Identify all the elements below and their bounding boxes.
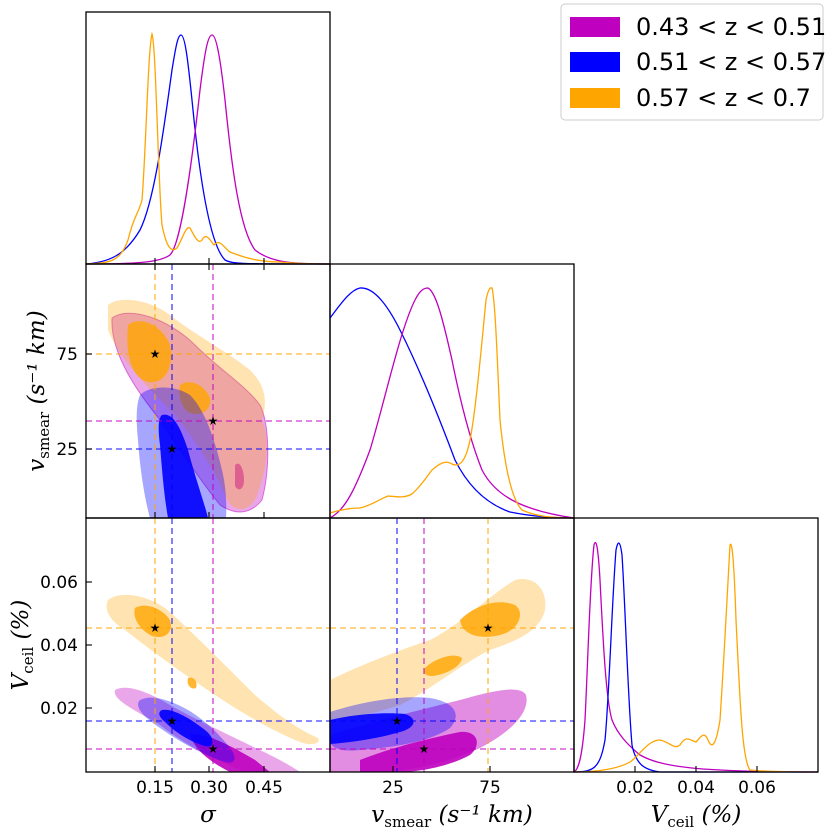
series-magenta-marginal-vceil [573,541,819,773]
legend-swatch-blue [570,52,620,72]
contour-blue-inner-vs [158,414,208,518]
ylabel-vceil-main: V [8,671,34,690]
bestfit-stars-vcs: ★ ★ ★ [150,621,219,756]
series-blue-marginal-sigma [85,34,331,265]
panel-vsmear-vs-sigma: ★ ★ ★ 75 25 [56,263,331,519]
xlabel-vceil-unit: (%) [694,802,741,828]
xlabel-vsmear-sub: smear [384,813,432,831]
panel-vceil-vs-vsmear: ★ ★ ★ 25 75 [329,517,575,798]
legend-label-blue: 0.51 < z < 0.57 [636,48,826,76]
legend-swatch-magenta [570,17,620,37]
series-magenta-marginal-vsmear [329,287,575,519]
star-magenta-vcv: ★ [419,742,430,756]
ytick-vceil-002: 0.02 [40,699,78,719]
ticks-sigma-marginal [154,258,265,264]
series-orange-marginal-vsmear [329,287,575,519]
legend-label-magenta: 0.43 < z < 0.51 [636,13,826,41]
ytick-vceil-004: 0.04 [40,636,78,656]
ticks-vcv [392,766,491,772]
xtick-vceil-004: 0.04 [677,778,715,798]
xtick-sigma-015: 0.15 [136,778,174,798]
ticks-vcs [86,581,265,772]
xlabel-vceil-sub: ceil [667,813,694,831]
contour-orange-inner-vs [127,321,172,383]
panel-vceil-vs-sigma: ★ ★ ★ 0.06 0.04 0.02 0.15 0.30 0.45 [40,517,331,798]
star-orange-vcv: ★ [483,621,494,635]
ylabel-vsmear-unit: (s⁻¹ km) [24,310,50,411]
contour-orange-inner-vcs [134,605,171,638]
xlabel-vsmear: vsmear (s⁻¹ km) [371,802,532,831]
ylabel-vsmear-sub: smear [35,411,53,459]
xlabel-vceil: Vceil (%) [651,802,742,831]
xtick-vsmear-25: 25 [382,778,404,798]
xtick-sigma-045: 0.45 [245,778,283,798]
xlabel-vsmear-unit: (s⁻¹ km) [431,802,532,828]
bestfit-lines-vs [86,264,330,518]
xtick-vsmear-75: 75 [479,778,501,798]
series-blue-marginal-vsmear [329,287,575,519]
legend-frame [560,3,824,121]
ytick-vceil-006: 0.06 [40,573,78,593]
contour-orange-inner2-vcv [423,655,462,676]
series-orange-marginal-sigma [85,31,331,265]
bestfit-stars-vs: ★ ★ ★ [150,347,219,456]
ylabel-vsmear: vsmear (s⁻¹ km) [24,310,53,471]
frame-sigma-marginal [85,11,331,265]
bestfit-lines-vcv [330,518,574,772]
ticks-vs [86,264,265,518]
series-blue-marginal-vceil [573,542,818,773]
ylabel-vceil-unit: (%) [8,600,34,647]
star-magenta-vcs: ★ [208,742,219,756]
contour-magenta-outer-vcs [114,687,300,772]
ylabel-vceil-sub: ceil [19,647,37,674]
contour-magenta-outer-vcv [330,689,527,772]
panel-vsmear-marginal [329,263,575,519]
ticks-vceil-marginal [634,766,758,772]
star-magenta-vs: ★ [208,414,219,428]
legend-label-orange: 0.57 < z < 0.7 [636,84,811,112]
contour-orange-inner2-vcs [187,677,197,689]
contour-magenta-inner-vcv [360,731,477,772]
contour-orange-inner2-vs [179,382,211,415]
ytick-vsmear-25: 25 [56,440,78,460]
bestfit-lines-vcs [86,518,330,772]
contour-magenta-inner-vs [235,463,244,490]
xtick-vceil-006: 0.06 [738,778,776,798]
bestfit-stars-vcv: ★ ★ ★ [392,621,494,756]
ylabel-vsmear-main: v [24,459,50,472]
frame-vsmear-marginal [329,263,575,519]
xtick-vceil-002: 0.02 [616,778,654,798]
star-blue-vcv: ★ [392,714,403,728]
xlabel-vceil-main: V [651,802,670,828]
ytick-vsmear-75: 75 [56,345,78,365]
xlabel-vsmear-main: v [371,802,384,828]
series-orange-marginal-vceil [573,543,819,773]
xtick-sigma-030: 0.30 [190,778,228,798]
series-magenta-marginal-sigma [85,34,331,265]
ylabel-vceil: Vceil (%) [8,600,37,691]
legend-swatch-orange [570,88,620,108]
star-blue-vcs: ★ [167,714,178,728]
legend: 0.43 < z < 0.51 0.51 < z < 0.57 0.57 < z… [560,3,826,121]
star-orange-vcs: ★ [150,621,161,635]
star-blue-vs: ★ [167,442,178,456]
contour-blue-inner-vcs [159,709,213,747]
xlabel-sigma: σ [200,802,217,828]
panel-sigma-marginal [85,11,331,265]
panel-vceil-marginal: 0.02 0.04 0.06 [573,517,819,798]
star-orange-vs: ★ [150,347,161,361]
